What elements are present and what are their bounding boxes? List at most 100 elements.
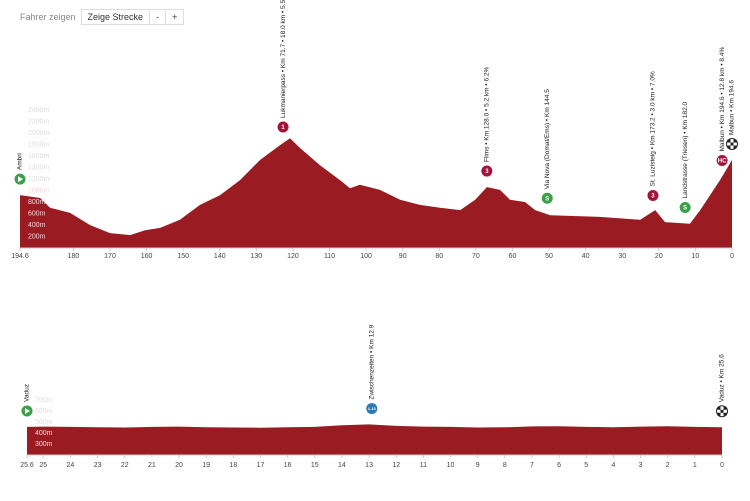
x-tick-label: 150 [177, 253, 189, 260]
x-tick-label: 180 [68, 253, 80, 260]
y-tick-label: 1200m [28, 176, 50, 183]
checker [727, 139, 731, 143]
badge [679, 202, 691, 214]
x-tick-label: 22 [121, 462, 129, 469]
x-tick-label: 0 [720, 462, 724, 469]
x-tick-label: 8 [503, 462, 507, 469]
y-tick-label: 200m [28, 233, 46, 240]
x-tick-label: 15 [311, 462, 319, 469]
y-tick-label: 600m [35, 408, 53, 415]
x-tick-label: 170 [104, 253, 116, 260]
y-tick-label: 2400m [28, 107, 50, 114]
marker-label: Zwischenzeiten • Km 12.9 [369, 324, 376, 399]
x-tick-label: 9 [476, 462, 480, 469]
controls: Fahrer zeigen Zeige Strecke - + [20, 9, 185, 25]
y-tick-label: 300m [35, 441, 53, 448]
badge-text: HC [718, 159, 727, 165]
x-tick-label: 7 [530, 462, 534, 469]
badge [481, 165, 493, 177]
x-tick-label: 13 [365, 462, 373, 469]
marker-label: Lukmanierpass • Km 71.7 • 18.0 km • 5.5% [280, 0, 287, 118]
play-icon [25, 407, 30, 414]
x-tick-label: 10 [447, 462, 455, 469]
checker [727, 145, 731, 149]
profile-marker: Vaduz [21, 384, 33, 417]
checker [717, 412, 721, 416]
x-tick-label: 130 [251, 253, 263, 260]
checker [730, 142, 734, 146]
x-tick-label: 19 [202, 462, 210, 469]
badge [366, 403, 378, 415]
profile-marker: 3 St. Luzisteig • Km 173.2 • 3.0 km • 7.0… [647, 71, 659, 201]
elevation-area [27, 424, 722, 455]
y-tick-label: 800m [28, 199, 46, 206]
y-tick-label: 700m [35, 397, 53, 404]
profile-marker: S Landstrasse (Triesen) • Km 182.0 [679, 101, 691, 214]
button[interactable]: + [165, 9, 185, 25]
x-tick-label: 11 [420, 462, 427, 469]
marker-label: Vaduz • Km 25.6 [719, 354, 726, 402]
y-tick-label: 1600m [28, 153, 50, 160]
badge-text: 3 [651, 194, 655, 200]
play-icon [18, 176, 23, 183]
badge-text: S [683, 206, 687, 212]
badge [541, 192, 553, 204]
y-tick-label: 1400m [28, 164, 50, 171]
x-tick-label: 3 [639, 462, 643, 469]
marker-label: St. Luzisteig • Km 173.2 • 3.0 km • 7.0% [650, 71, 657, 186]
x-tick-label: 2 [666, 462, 670, 469]
badge-text: S [545, 196, 549, 202]
y-tick-label: 400m [35, 430, 53, 437]
y-tick-label: 500m [35, 419, 53, 426]
profile-marker: S Via Nova (Domat/Ems) • Km 144.5 [541, 89, 553, 204]
y-tick-label: 600m [28, 210, 46, 217]
x-tick-label: 6 [557, 462, 561, 469]
profile-marker: Malbun • Km 194.6 [726, 80, 738, 151]
profile-marker: 1 Lukmanierpass • Km 71.7 • 18.0 km • 5.5… [277, 0, 289, 133]
x-tick-label: 0 [730, 253, 734, 260]
y-tick-label: 2200m [28, 118, 50, 125]
y-tick-label: 400m [28, 222, 46, 229]
x-tick-label: 24 [67, 462, 75, 469]
x-tick-label: 1 [693, 462, 697, 469]
y-tick-label: 1000m [28, 187, 50, 194]
x-tick-label: 20 [655, 253, 663, 260]
y-tick-label: 1800m [28, 141, 50, 148]
badge-text: 1-13 [368, 406, 377, 411]
marker-label: Ambri [17, 153, 24, 170]
x-tick-label: 5 [584, 462, 588, 469]
x-tick-label: 20 [175, 462, 183, 469]
checker [723, 406, 727, 410]
badge [647, 189, 659, 201]
x-tick-label: 120 [287, 253, 299, 260]
x-tick-label: 25.6 [20, 462, 34, 469]
profile-marker: Vaduz • Km 25.6 [716, 354, 728, 418]
x-tick-label: 21 [148, 462, 156, 469]
x-tick-label: 23 [94, 462, 102, 469]
marker-label: Via Nova (Domat/Ems) • Km 144.5 [544, 89, 551, 189]
x-tick-label: 12 [392, 462, 400, 469]
x-tick-label: 25 [39, 462, 47, 469]
x-tick-label: 90 [399, 253, 407, 260]
x-tick-label: 16 [284, 462, 292, 469]
badge-text: 1 [281, 125, 285, 131]
profile-marker: 1-13 Zwischenzeiten • Km 12.9 [366, 324, 378, 415]
x-tick-label: 80 [435, 253, 443, 260]
x-tick-label: 70 [472, 253, 480, 260]
badge-text: 3 [485, 169, 489, 175]
marker-label: Landstrasse (Triesen) • Km 182.0 [682, 101, 689, 198]
x-tick-label: 17 [257, 462, 265, 469]
badge [277, 121, 289, 133]
marker-label: Malbun • Km 194.6 [729, 80, 736, 135]
checker [717, 406, 721, 410]
marker-label: Flims • Km 128.0 • 5.2 km • 6.2% [484, 67, 491, 163]
button[interactable]: - [149, 9, 167, 25]
y-tick-label: 2000m [28, 130, 50, 137]
x-tick-label: 18 [229, 462, 237, 469]
x-tick-label: 140 [214, 253, 226, 260]
checker [733, 139, 737, 143]
x-tick-label: 50 [545, 253, 553, 260]
x-tick-label: 194.6 [11, 253, 29, 260]
